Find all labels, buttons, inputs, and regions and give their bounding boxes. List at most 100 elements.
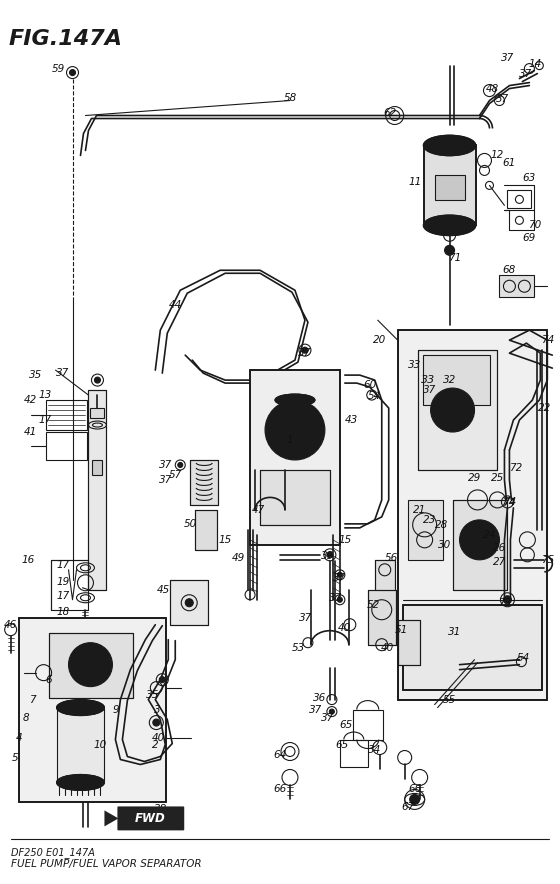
Text: 11: 11 bbox=[408, 178, 421, 187]
Bar bbox=[195, 510, 217, 550]
Text: 47: 47 bbox=[251, 505, 265, 514]
Text: 37: 37 bbox=[333, 573, 347, 583]
Text: FIG.147A: FIG.147A bbox=[8, 28, 123, 49]
Circle shape bbox=[153, 719, 160, 726]
Bar bbox=[368, 590, 396, 644]
Text: 65: 65 bbox=[339, 720, 352, 729]
Text: 53: 53 bbox=[291, 643, 305, 652]
Text: 72: 72 bbox=[509, 463, 522, 473]
Bar bbox=[49, 633, 133, 697]
Bar bbox=[500, 275, 534, 297]
Ellipse shape bbox=[424, 216, 475, 235]
Text: 60: 60 bbox=[363, 380, 376, 390]
Bar bbox=[250, 370, 340, 545]
Text: 37: 37 bbox=[299, 613, 312, 622]
Text: FUEL PUMP/FUEL VAPOR SEPARATOR: FUEL PUMP/FUEL VAPOR SEPARATOR bbox=[11, 859, 201, 869]
Bar bbox=[375, 560, 395, 595]
Circle shape bbox=[503, 596, 511, 604]
Text: 52: 52 bbox=[367, 599, 380, 610]
Bar bbox=[88, 390, 106, 590]
Text: 55: 55 bbox=[443, 695, 456, 705]
Circle shape bbox=[431, 388, 474, 432]
Circle shape bbox=[337, 598, 342, 602]
Polygon shape bbox=[104, 811, 118, 827]
Bar bbox=[250, 370, 340, 545]
Text: 45: 45 bbox=[157, 585, 170, 595]
Text: 9: 9 bbox=[112, 705, 119, 714]
Text: 12: 12 bbox=[491, 150, 504, 161]
Text: 1: 1 bbox=[287, 435, 293, 445]
Bar bbox=[398, 620, 419, 665]
Circle shape bbox=[68, 643, 113, 687]
Bar bbox=[452, 500, 507, 590]
Text: 61: 61 bbox=[503, 158, 516, 169]
Text: 33: 33 bbox=[421, 375, 435, 385]
Bar bbox=[507, 190, 531, 209]
Text: 10: 10 bbox=[94, 740, 107, 750]
Bar bbox=[260, 470, 330, 525]
Circle shape bbox=[265, 400, 325, 460]
Bar bbox=[435, 175, 465, 201]
Bar bbox=[18, 618, 166, 803]
Text: 37: 37 bbox=[158, 475, 172, 485]
Circle shape bbox=[337, 572, 342, 577]
Circle shape bbox=[178, 462, 183, 468]
Text: 17: 17 bbox=[57, 560, 70, 570]
Ellipse shape bbox=[57, 774, 104, 790]
Bar bbox=[423, 355, 491, 405]
Bar bbox=[368, 590, 396, 644]
Bar bbox=[418, 350, 497, 470]
Text: 30: 30 bbox=[438, 540, 451, 550]
Bar bbox=[92, 460, 102, 475]
Text: 37: 37 bbox=[501, 53, 514, 63]
Text: 35: 35 bbox=[29, 370, 42, 380]
Text: 36: 36 bbox=[313, 692, 326, 703]
Text: 37: 37 bbox=[519, 69, 532, 79]
Text: 59: 59 bbox=[52, 64, 65, 73]
Bar bbox=[398, 331, 547, 699]
Text: 37: 37 bbox=[423, 385, 436, 395]
Text: 18: 18 bbox=[57, 606, 70, 617]
Text: 28: 28 bbox=[435, 520, 448, 530]
Text: 40: 40 bbox=[381, 643, 394, 652]
Text: 39: 39 bbox=[321, 551, 334, 560]
Circle shape bbox=[69, 70, 76, 75]
Bar bbox=[45, 400, 87, 430]
Text: 29: 29 bbox=[468, 473, 481, 483]
Text: 4: 4 bbox=[15, 733, 22, 743]
Text: 67: 67 bbox=[401, 803, 414, 812]
Bar bbox=[375, 560, 395, 595]
Bar bbox=[452, 500, 507, 590]
Text: 16: 16 bbox=[22, 555, 35, 565]
Bar bbox=[408, 500, 442, 560]
Text: 74: 74 bbox=[541, 335, 554, 345]
Text: 19: 19 bbox=[57, 576, 70, 587]
Text: 21: 21 bbox=[413, 505, 426, 514]
Circle shape bbox=[460, 520, 500, 560]
Bar bbox=[418, 350, 497, 470]
Circle shape bbox=[446, 404, 459, 416]
Bar bbox=[398, 620, 419, 665]
Ellipse shape bbox=[275, 394, 315, 406]
Text: 41: 41 bbox=[24, 427, 38, 437]
Text: 17: 17 bbox=[57, 591, 70, 601]
Text: 63: 63 bbox=[522, 173, 536, 183]
Text: 35: 35 bbox=[146, 690, 159, 699]
Circle shape bbox=[185, 598, 193, 606]
Bar bbox=[49, 633, 133, 697]
Bar bbox=[340, 740, 368, 767]
Text: 27: 27 bbox=[493, 557, 506, 567]
Text: FWD: FWD bbox=[135, 812, 166, 825]
Bar bbox=[190, 460, 218, 505]
Text: 54: 54 bbox=[368, 391, 381, 401]
Ellipse shape bbox=[424, 135, 475, 156]
Text: 37: 37 bbox=[298, 348, 311, 358]
Bar bbox=[195, 510, 217, 550]
Text: 49: 49 bbox=[231, 552, 245, 563]
Bar bbox=[50, 560, 88, 610]
Text: 57: 57 bbox=[169, 470, 182, 480]
Circle shape bbox=[329, 709, 334, 714]
Text: 68: 68 bbox=[503, 265, 516, 275]
Text: 37: 37 bbox=[329, 593, 343, 603]
Text: 75: 75 bbox=[541, 555, 554, 565]
